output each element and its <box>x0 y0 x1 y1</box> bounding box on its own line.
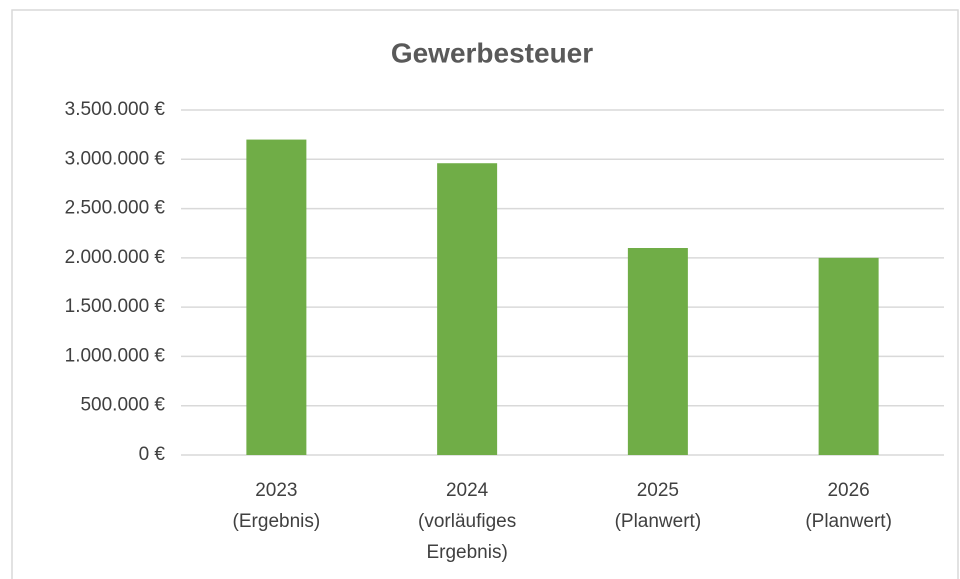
x-tick-label: (Planwert) <box>615 511 702 532</box>
chart-title: Gewerbesteuer <box>391 37 593 68</box>
bar <box>627 248 688 455</box>
y-tick-label: 2.500.000 € <box>65 198 166 219</box>
x-tick-label: 2023 <box>255 480 297 501</box>
bar <box>437 163 498 455</box>
x-tick-label: 2026 <box>827 480 869 501</box>
x-tick-label: 2024 <box>446 480 489 501</box>
bar <box>246 139 307 456</box>
x-tick-label: (Ergebnis) <box>233 511 321 532</box>
y-tick-label: 1.500.000 € <box>65 296 166 317</box>
y-tick-label: 3.000.000 € <box>65 148 166 169</box>
x-tick-label: (Planwert) <box>805 511 892 532</box>
y-tick-label: 0 € <box>139 444 166 465</box>
y-tick-label: 2.000.000 € <box>65 247 166 268</box>
x-tick-label: 2025 <box>637 480 679 501</box>
y-tick-label: 3.500.000 € <box>65 99 166 120</box>
x-tick-label: Ergebnis) <box>426 542 507 563</box>
y-tick-label: 1.000.000 € <box>65 345 166 366</box>
bar <box>818 257 879 455</box>
x-tick-label: (vorläufiges <box>418 511 516 532</box>
y-tick-label: 500.000 € <box>80 395 165 416</box>
